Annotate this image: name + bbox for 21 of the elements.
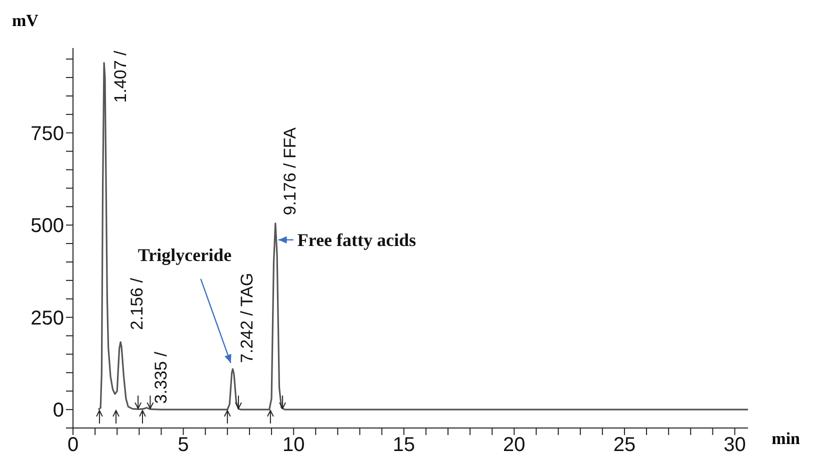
x-tick-label: 5 <box>178 434 189 456</box>
x-tick-label: 0 <box>67 434 79 456</box>
annotation: 1.407 / <box>111 50 130 103</box>
y-axis-title: mV <box>12 11 40 30</box>
annotation: Free fatty acids <box>297 230 416 250</box>
annotation: 3.335 / <box>152 351 171 404</box>
annotation: Triglyceride <box>138 244 232 265</box>
annotation: 2.156 / <box>128 278 147 330</box>
y-tick-label: 0 <box>52 400 64 422</box>
x-tick-label: 30 <box>724 434 746 456</box>
annotation: 7.242 / TAG <box>238 272 257 363</box>
y-tick-label: 750 <box>30 122 64 145</box>
x-tick-label: 10 <box>282 434 305 456</box>
annotation: 9.176 / FFA <box>280 126 300 216</box>
x-axis-title: min <box>772 429 801 448</box>
x-tick-label: 20 <box>503 434 526 456</box>
line-series <box>98 62 748 410</box>
y-tick-label: 250 <box>30 307 64 330</box>
x-tick-label: 25 <box>613 434 636 456</box>
y-tick-label: 500 <box>30 215 64 238</box>
x-tick-label: 15 <box>392 434 416 456</box>
